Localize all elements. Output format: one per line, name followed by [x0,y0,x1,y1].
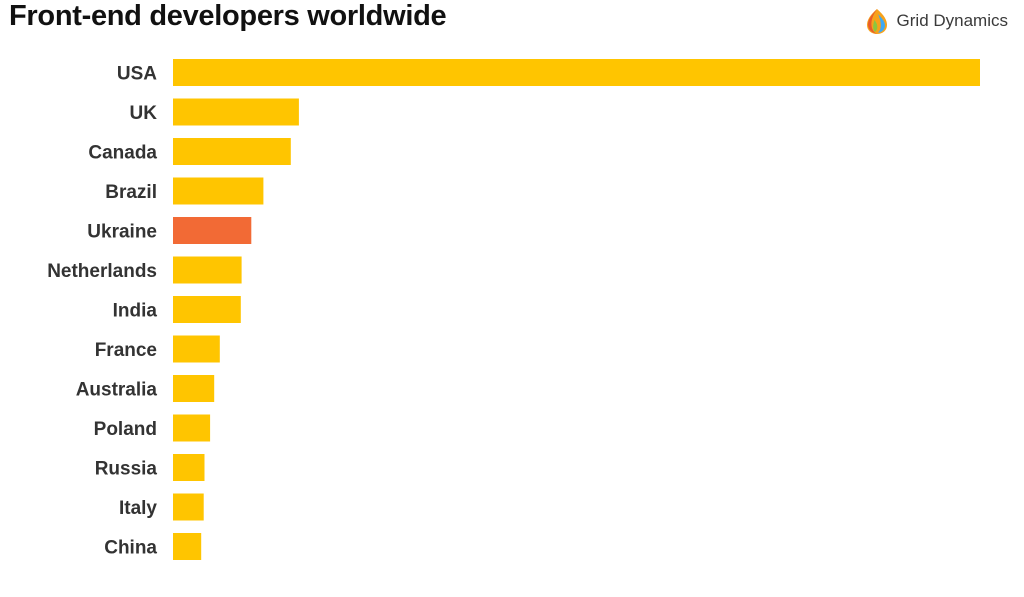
bar-usa [173,59,980,86]
category-label-russia: Russia [95,459,158,480]
bar-china [173,533,202,560]
bar-uk [173,98,299,126]
category-label-brazil: Brazil [105,182,157,203]
category-label-china: China [104,538,157,559]
bar-italy [173,493,204,521]
category-label-canada: Canada [88,143,157,164]
bar-canada [173,138,291,165]
bar-poland [173,414,211,442]
bar-brazil [173,177,264,205]
grid-dynamics-logo-icon [866,9,887,34]
bar-australia [173,375,215,402]
brand-logo: Grid Dynamics [864,7,1008,35]
bar-netherlands [173,256,242,284]
bar-france [173,335,220,363]
category-label-uk: UK [130,103,158,124]
category-label-netherlands: Netherlands [47,261,157,282]
category-label-india: India [113,301,158,322]
category-label-italy: Italy [119,498,157,519]
logo-text: Grid Dynamics [896,11,1008,30]
category-label-usa: USA [117,64,157,85]
bar-ukraine [173,217,252,244]
bar-russia [173,454,205,481]
page-title: Front-end developers worldwide [9,0,447,32]
category-label-ukraine: Ukraine [87,222,157,243]
category-label-france: France [95,340,157,361]
category-label-poland: Poland [94,419,157,440]
category-label-australia: Australia [76,380,158,401]
bar-india [173,296,241,323]
